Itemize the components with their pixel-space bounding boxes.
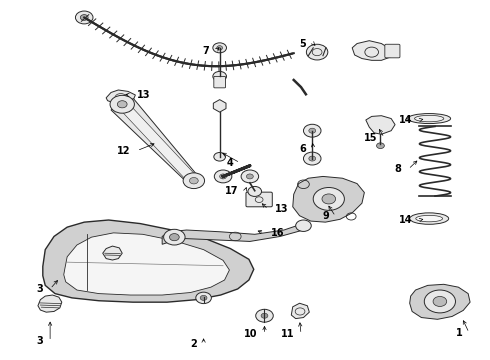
Text: 16: 16 <box>271 228 285 238</box>
Circle shape <box>164 229 185 245</box>
Ellipse shape <box>408 113 451 123</box>
Polygon shape <box>64 233 229 295</box>
Text: 5: 5 <box>300 39 306 49</box>
Circle shape <box>376 143 384 149</box>
Text: 10: 10 <box>244 329 258 339</box>
Text: 7: 7 <box>202 46 209 56</box>
Text: 3: 3 <box>37 284 43 294</box>
Circle shape <box>303 124 321 137</box>
Text: 15: 15 <box>364 133 377 143</box>
Polygon shape <box>111 99 199 184</box>
Text: 12: 12 <box>117 146 130 156</box>
Text: 4: 4 <box>226 158 233 168</box>
Circle shape <box>200 296 207 300</box>
FancyBboxPatch shape <box>385 44 400 58</box>
Circle shape <box>256 309 273 322</box>
Circle shape <box>424 290 456 313</box>
Ellipse shape <box>410 213 449 224</box>
Circle shape <box>295 220 311 231</box>
Text: 3: 3 <box>37 337 43 346</box>
Polygon shape <box>366 116 395 134</box>
Polygon shape <box>118 102 198 183</box>
Circle shape <box>322 194 336 204</box>
Circle shape <box>190 177 198 184</box>
Text: 14: 14 <box>399 215 413 225</box>
Polygon shape <box>38 295 62 312</box>
Polygon shape <box>106 90 135 104</box>
Circle shape <box>214 170 232 183</box>
Text: 14: 14 <box>399 115 413 125</box>
Circle shape <box>196 292 211 303</box>
Polygon shape <box>213 100 226 112</box>
Circle shape <box>303 152 321 165</box>
Text: 1: 1 <box>456 328 462 338</box>
Circle shape <box>309 156 316 161</box>
Ellipse shape <box>416 215 442 222</box>
Circle shape <box>306 44 328 60</box>
Text: 17: 17 <box>225 186 238 197</box>
Circle shape <box>80 15 88 20</box>
Polygon shape <box>291 303 309 319</box>
Circle shape <box>248 186 262 197</box>
Text: 9: 9 <box>322 211 329 221</box>
Polygon shape <box>162 222 307 244</box>
Circle shape <box>261 313 268 318</box>
Text: 13: 13 <box>137 90 151 100</box>
Polygon shape <box>43 220 254 302</box>
Polygon shape <box>103 246 122 260</box>
Text: 13: 13 <box>275 204 289 214</box>
Text: 11: 11 <box>281 329 294 339</box>
Circle shape <box>117 101 127 108</box>
Circle shape <box>214 153 225 161</box>
Circle shape <box>75 11 93 24</box>
Circle shape <box>433 296 447 306</box>
FancyBboxPatch shape <box>246 192 272 207</box>
Circle shape <box>246 174 253 179</box>
Circle shape <box>241 170 259 183</box>
Polygon shape <box>352 41 391 60</box>
Text: 8: 8 <box>394 164 401 174</box>
Polygon shape <box>293 176 365 222</box>
Circle shape <box>110 95 134 113</box>
Circle shape <box>313 188 344 210</box>
Circle shape <box>213 43 226 53</box>
Text: 6: 6 <box>300 144 306 154</box>
Circle shape <box>217 46 222 50</box>
Circle shape <box>309 128 316 133</box>
Circle shape <box>170 234 179 241</box>
Ellipse shape <box>415 115 444 122</box>
Polygon shape <box>410 284 470 319</box>
Circle shape <box>183 173 204 189</box>
Circle shape <box>213 71 226 81</box>
FancyBboxPatch shape <box>214 76 225 88</box>
Text: 2: 2 <box>190 339 197 348</box>
Circle shape <box>220 174 226 179</box>
